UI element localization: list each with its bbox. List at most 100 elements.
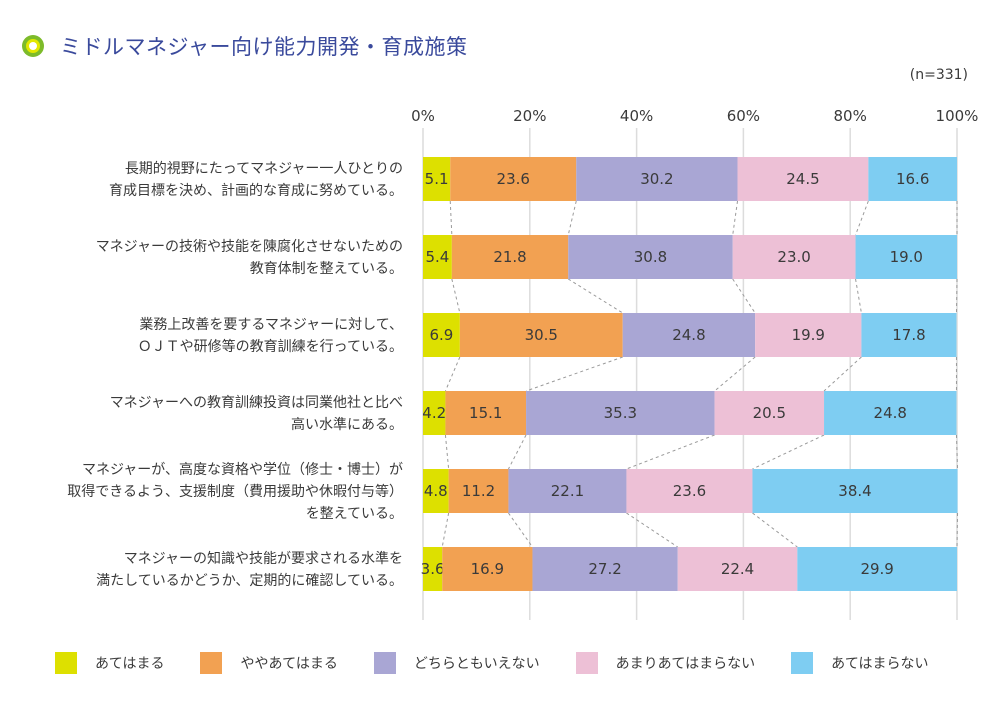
bar-segment — [423, 391, 446, 435]
connector-line — [567, 200, 577, 236]
legend-label: ややあてはまる — [240, 656, 338, 672]
legend-swatch — [575, 652, 598, 674]
connector-line — [444, 356, 461, 392]
value-label: 35.3 — [604, 404, 637, 422]
value-label: 5.1 — [425, 170, 449, 188]
value-label: 22.4 — [721, 560, 754, 578]
category-label: 業務上改善を要するマネジャーに対して、 ＯＪＴや研修等の教育訓練を行っている。 — [138, 317, 403, 355]
connector-line — [752, 434, 825, 470]
legend-item: あてはまる — [55, 652, 164, 674]
bar-segment — [423, 313, 460, 357]
connector-line — [441, 512, 450, 548]
bars: 5.1 23.6 30.2 24.5 16.6 5.4 21.8 30.8 23.0 19.0 6.… — [421, 157, 958, 591]
x-tick-label: 100% — [936, 107, 979, 125]
bar-segment — [568, 235, 733, 279]
value-label: 24.5 — [786, 170, 819, 188]
x-tick-label: 20% — [513, 107, 546, 125]
bar-segment — [714, 391, 825, 435]
category-label-line: 満たしているかどうか、定期的に確認している。 — [96, 573, 403, 589]
value-label: 19.0 — [890, 248, 923, 266]
bar-segment — [677, 547, 798, 591]
category-label: マネジャーが、高度な資格や学位（修士・博士）が取得できるよう、支援制度（費用援助… — [67, 461, 403, 522]
legend-item: あてはまらない — [791, 652, 929, 674]
category-label-line: 高い水準にある。 — [291, 416, 403, 433]
connector-line — [823, 356, 862, 392]
legend-label: あてはまらない — [831, 656, 929, 672]
bar-segment — [423, 547, 443, 591]
value-label: 20.5 — [753, 404, 786, 422]
value-label: 3.6 — [421, 560, 445, 578]
x-tick-label: 60% — [727, 107, 760, 125]
bar-segment — [448, 469, 509, 513]
bar-segment — [868, 157, 957, 201]
value-label: 30.8 — [634, 248, 667, 266]
bar-segment — [451, 235, 569, 279]
connector-line — [855, 200, 869, 236]
value-label: 27.2 — [588, 560, 621, 578]
category-label: マネジャーの知識や技能が要求される水準を満たしているかどうか、定期的に確認してい… — [96, 550, 403, 589]
connector-line — [507, 434, 527, 470]
legend-swatch — [55, 652, 77, 674]
bar-segment — [576, 157, 738, 201]
bar-segment — [450, 157, 577, 201]
bar-segment — [508, 469, 627, 513]
chart-title: ミドルマネジャー向け能力開発・育成施策 — [60, 35, 468, 59]
legend-label: どちらともいえない — [413, 656, 540, 672]
legend-item: ややあてはまる — [200, 652, 338, 674]
bar-segment — [737, 157, 869, 201]
connector-line — [444, 434, 450, 470]
value-label: 24.8 — [672, 326, 705, 344]
bar-segment — [423, 235, 452, 279]
bar-segment — [755, 313, 862, 357]
category-label-line: 業務上改善を要するマネジャーに対して、 — [139, 317, 403, 333]
connector-line — [714, 356, 756, 392]
value-label: 23.6 — [497, 170, 530, 188]
value-label: 23.0 — [777, 248, 810, 266]
bar-segment — [526, 391, 715, 435]
value-label: 5.4 — [425, 248, 449, 266]
connector-line — [508, 512, 533, 548]
category-label-line: 長期的視野にたってマネジャー一人ひとりの — [125, 161, 403, 177]
bar-segment — [732, 235, 856, 279]
x-tick-label: 80% — [834, 107, 867, 125]
bar-segment — [459, 313, 623, 357]
category-label-line: 取得できるよう、支援制度（費用援助や休暇付与等） — [67, 483, 403, 500]
category-label-line: を整えている。 — [306, 506, 403, 522]
connector-line — [451, 278, 461, 314]
value-label: 38.4 — [838, 482, 871, 500]
legend: あてはまる ややあてはまる どちらともいえない あまりあてはまらない あてはまらない — [55, 652, 965, 674]
value-label: 16.9 — [471, 560, 504, 578]
chart-title-block: ミドルマネジャー向け能力開発・育成施策 — [22, 30, 467, 62]
bar-segment — [797, 547, 957, 591]
value-label: 15.1 — [469, 404, 502, 422]
category-label: マネジャーの技術や技能を陳腐化させないための教育体制を整えている。 — [96, 238, 403, 277]
x-tick-label: 40% — [620, 107, 653, 125]
connector-line — [525, 356, 623, 392]
value-label: 17.8 — [892, 326, 925, 344]
value-label: 6.9 — [429, 326, 453, 344]
ring-bullet-icon — [22, 35, 44, 57]
bar-segment — [445, 391, 527, 435]
bar-segment — [423, 469, 449, 513]
category-label-line: マネジャーの知識や技能が要求される水準を — [124, 550, 403, 567]
x-tick-label: 0% — [411, 107, 435, 125]
category-label-line: 教育体制を整えている。 — [250, 261, 403, 277]
connector-lines — [441, 200, 959, 548]
value-label: 4.2 — [422, 404, 446, 422]
bar-segment — [824, 391, 957, 435]
legend-label: あてはまる — [95, 656, 165, 672]
connector-line — [732, 278, 756, 314]
legend-item: あまりあてはまらない — [575, 652, 755, 674]
connector-line — [449, 200, 453, 236]
legend-swatch — [200, 652, 223, 674]
connector-line — [752, 512, 798, 548]
category-label-line: ＯＪＴや研修等の教育訓練を行っている。 — [138, 338, 403, 355]
bar-segment — [442, 547, 533, 591]
category-labels: 長期的視野にたってマネジャー一人ひとりの育成目標を決め、計画的な育成に努めている… — [67, 161, 403, 589]
value-label: 4.8 — [424, 482, 448, 500]
category-label: 長期的視野にたってマネジャー一人ひとりの育成目標を決め、計画的な育成に努めている… — [109, 161, 403, 199]
connector-line — [626, 512, 678, 548]
legend-swatch — [373, 652, 396, 674]
legend-item: どちらともいえない — [373, 652, 540, 674]
